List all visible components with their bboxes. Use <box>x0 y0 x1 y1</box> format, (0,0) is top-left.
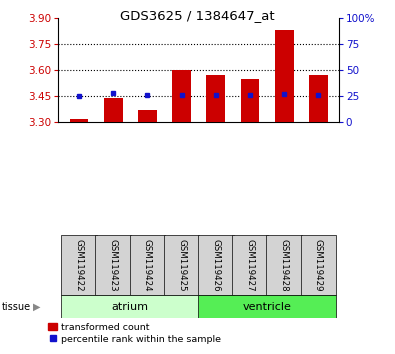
Bar <box>104 98 122 122</box>
Text: GSM119429: GSM119429 <box>314 239 323 291</box>
Bar <box>198 235 234 295</box>
Bar <box>138 110 157 122</box>
Bar <box>266 235 302 295</box>
Text: GSM119423: GSM119423 <box>109 239 118 291</box>
Text: GSM119425: GSM119425 <box>177 239 186 291</box>
Bar <box>301 235 336 295</box>
Text: ▶: ▶ <box>33 302 40 312</box>
Bar <box>95 235 131 295</box>
Bar <box>309 75 328 122</box>
Text: atrium: atrium <box>112 302 149 312</box>
Bar <box>172 70 191 122</box>
Text: ventricle: ventricle <box>243 302 292 312</box>
Legend: transformed count, percentile rank within the sample: transformed count, percentile rank withi… <box>44 319 225 348</box>
Bar <box>198 295 336 318</box>
Bar <box>61 235 97 295</box>
Bar <box>275 30 293 122</box>
Text: GSM119428: GSM119428 <box>280 239 289 291</box>
Bar <box>241 79 260 122</box>
Bar <box>206 75 225 122</box>
Bar <box>164 235 199 295</box>
Text: GDS3625 / 1384647_at: GDS3625 / 1384647_at <box>120 9 275 22</box>
Bar <box>232 235 268 295</box>
Text: GSM119422: GSM119422 <box>75 239 83 291</box>
Bar <box>70 119 88 122</box>
Text: GSM119426: GSM119426 <box>211 239 220 291</box>
Bar <box>130 235 165 295</box>
Text: GSM119424: GSM119424 <box>143 239 152 291</box>
Bar <box>61 295 199 318</box>
Text: GSM119427: GSM119427 <box>245 239 254 291</box>
Text: tissue: tissue <box>2 302 31 312</box>
